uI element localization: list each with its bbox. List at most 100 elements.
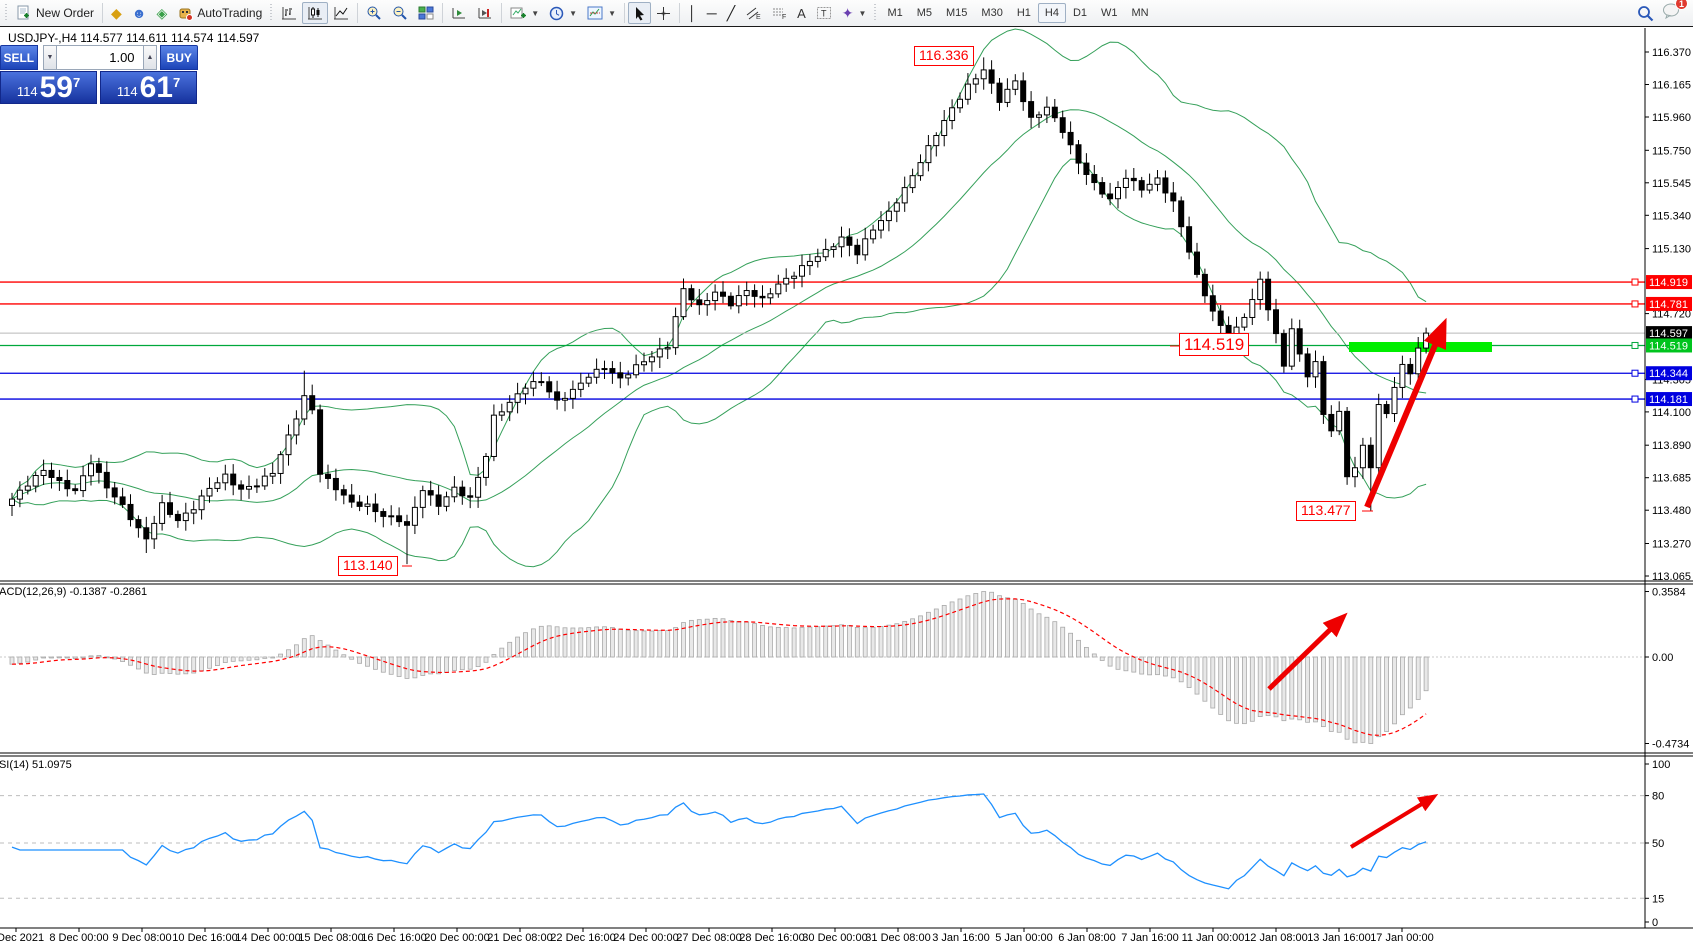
signals-button[interactable]: ◈ xyxy=(152,2,173,24)
macd-scale-tick: 0.3584 xyxy=(1652,587,1686,599)
price-annotation-114.519[interactable]: 114.519 xyxy=(1179,333,1250,357)
fibonacci-tool-button[interactable]: F xyxy=(766,2,792,24)
vertical-line-tool-button[interactable]: │ xyxy=(683,2,702,24)
rsi-scale-tick: 50 xyxy=(1652,838,1664,850)
macd-panel xyxy=(0,591,1645,744)
horizontal-line-tool-button[interactable]: ─ xyxy=(702,2,722,24)
periods-button[interactable]: ▼ xyxy=(544,2,582,24)
notifications-button[interactable]: 1 xyxy=(1662,0,1688,24)
autotrading-label: AutoTrading xyxy=(197,6,263,20)
svg-text:E: E xyxy=(756,14,761,20)
tf-button-M5[interactable]: M5 xyxy=(916,7,933,19)
time-tick: 27 Dec 08:00 xyxy=(676,932,741,944)
crosshair-tool-button[interactable] xyxy=(651,2,676,24)
price-annotation-116.336[interactable]: 116.336 xyxy=(914,46,974,66)
autotrading-icon xyxy=(179,8,194,21)
market-depth-button[interactable]: ◆ xyxy=(106,2,127,24)
tf-button-MN[interactable]: MN xyxy=(1131,7,1149,19)
bid-price-display[interactable]: 114 59 7 xyxy=(0,71,97,104)
zoom-out-button[interactable] xyxy=(387,2,413,24)
rsi-panel xyxy=(0,793,1645,899)
tile-windows-button[interactable] xyxy=(413,2,439,24)
dropdown-arrow-icon: ▼ xyxy=(569,8,578,18)
toolbar-grip[interactable] xyxy=(4,4,9,22)
svg-text:T: T xyxy=(821,9,827,19)
trend-arrow[interactable] xyxy=(1349,794,1439,849)
trend-arrow[interactable] xyxy=(1364,317,1447,509)
trendline-tool-button[interactable]: ╱ xyxy=(722,2,740,24)
time-tick: 6 Jan 08:00 xyxy=(1058,932,1116,944)
tile-windows-icon xyxy=(418,6,434,20)
current-price-chip: 114.597 xyxy=(1649,328,1688,340)
tf-button-M1[interactable]: M1 xyxy=(887,7,903,19)
time-tick: 9 Dec 08:00 xyxy=(112,932,171,944)
tf-button-M15[interactable]: M15 xyxy=(946,7,968,19)
price-chart-canvas[interactable]: 116.370 116.165 115.960 115.750 115.545 115.3… xyxy=(0,27,1693,946)
arrow-objects-icon: ✦ xyxy=(841,5,854,21)
trend-arrow[interactable] xyxy=(1267,612,1348,691)
time-tick: 7 Dec 2021 xyxy=(0,932,44,944)
candlestick-mode-button[interactable] xyxy=(302,2,329,24)
toolbar-separator xyxy=(624,3,626,23)
price-tick: 113.685 xyxy=(1652,473,1691,485)
mql5-community-button[interactable]: ☻ xyxy=(127,2,152,24)
line-handle xyxy=(1631,341,1639,349)
ask-price-display[interactable]: 114 61 7 xyxy=(100,71,197,104)
tf-button-H1[interactable]: H1 xyxy=(1016,7,1031,19)
volume-input[interactable]: 1.00 xyxy=(57,45,143,70)
templates-button[interactable]: ▼ xyxy=(582,2,621,24)
dropdown-arrow-icon: ▼ xyxy=(608,8,617,18)
auto-scroll-button[interactable] xyxy=(446,2,472,24)
cursor-tool-button[interactable] xyxy=(628,2,652,24)
template-icon xyxy=(587,6,603,20)
level-price-chip: 114.781 xyxy=(1649,299,1688,311)
price-tick: 116.370 xyxy=(1652,47,1691,59)
bb-middle-band xyxy=(11,109,1427,503)
channel-tool-button[interactable]: E xyxy=(740,2,766,24)
time-tick: 3 Jan 16:00 xyxy=(932,932,990,944)
buy-button[interactable]: BUY xyxy=(160,45,199,70)
volume-increase-button[interactable]: ▲ xyxy=(142,45,158,70)
toolbar-grip[interactable] xyxy=(873,4,879,22)
text-label-tool-button[interactable]: T xyxy=(811,2,837,24)
svg-text:F: F xyxy=(782,14,786,20)
volume-decrease-button[interactable]: ▼ xyxy=(42,45,58,70)
line-handle xyxy=(1631,300,1639,308)
price-annotation-113.477[interactable]: 113.477 xyxy=(1296,501,1356,521)
time-tick: 10 Dec 16:00 xyxy=(172,932,237,944)
text-tool-button[interactable]: A xyxy=(792,2,811,24)
candlestick-chart-icon xyxy=(308,7,323,20)
tf-button-M30[interactable]: M30 xyxy=(981,7,1003,19)
arrows-tool-button[interactable]: ✦ ▼ xyxy=(837,2,872,24)
tf-button-W1[interactable]: W1 xyxy=(1101,7,1118,19)
toolbar-separator xyxy=(102,3,104,23)
new-chart-button[interactable]: ▼ xyxy=(505,2,544,24)
toolbar-separator xyxy=(501,3,503,23)
tf-button-H4[interactable]: H4 xyxy=(1037,3,1066,23)
macd-indicator-label: MACD(12,26,9) -0.1387 -0.2861 xyxy=(0,586,148,598)
line-chart-icon xyxy=(334,7,349,20)
rsi-scale-tick: 80 xyxy=(1652,791,1664,803)
macd-signal-line xyxy=(11,598,1427,736)
autotrading-button[interactable]: AutoTrading xyxy=(172,2,267,24)
price-tick: 113.480 xyxy=(1652,505,1691,517)
dropdown-arrow-icon: ▼ xyxy=(531,8,540,18)
level-price-chip: 114.344 xyxy=(1649,368,1688,380)
new-order-icon xyxy=(17,5,29,20)
price-tick: 115.340 xyxy=(1652,210,1691,222)
new-order-button[interactable]: New Order xyxy=(11,2,99,24)
price-tick: 113.890 xyxy=(1652,440,1691,452)
zoom-in-button[interactable] xyxy=(361,2,387,24)
time-tick: 13 Jan 16:00 xyxy=(1307,932,1371,944)
price-annotation-113.140[interactable]: 113.140 xyxy=(338,556,398,576)
line-chart-mode-button[interactable] xyxy=(328,2,354,24)
price-tick: 116.165 xyxy=(1652,80,1691,92)
chart-shift-button[interactable] xyxy=(472,2,498,24)
sell-button[interactable]: SELL xyxy=(0,45,38,70)
toolbar-grip[interactable] xyxy=(269,4,275,22)
bar-chart-mode-button[interactable] xyxy=(276,2,302,24)
supply-zone-rectangle[interactable] xyxy=(1349,342,1492,352)
search-icon[interactable] xyxy=(1637,5,1654,22)
tf-button-D1[interactable]: D1 xyxy=(1072,7,1088,19)
